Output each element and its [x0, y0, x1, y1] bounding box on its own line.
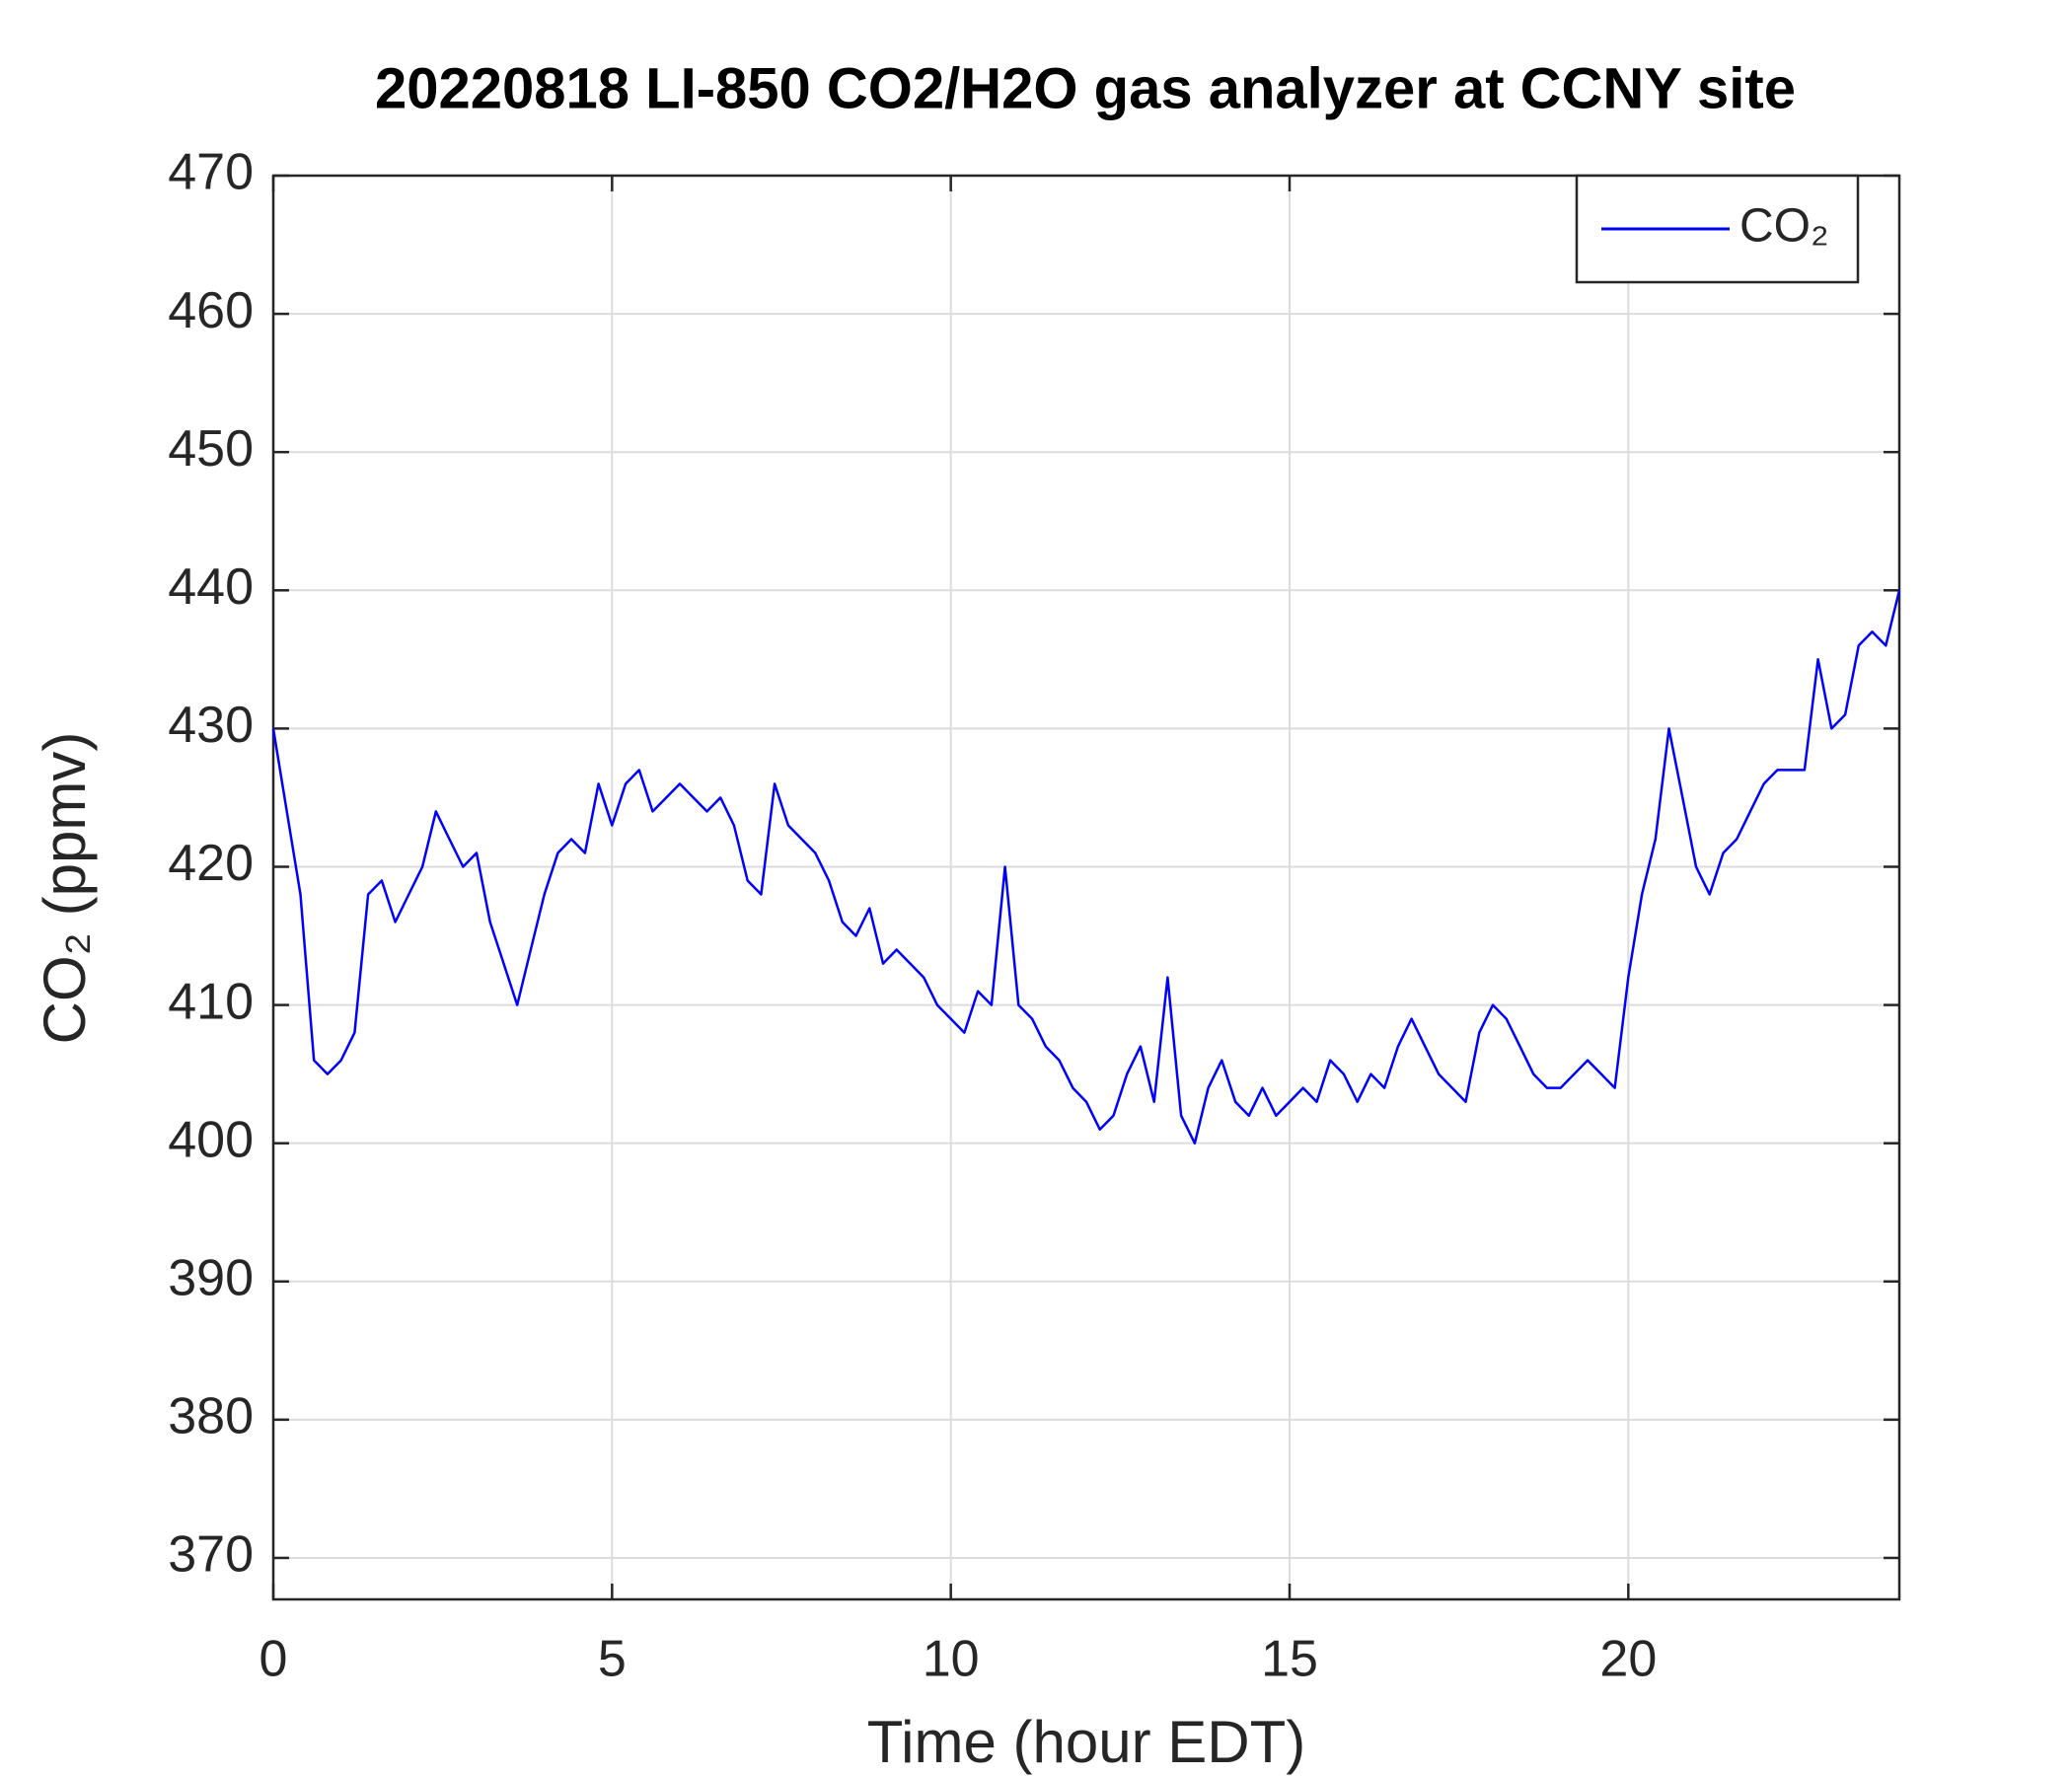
x-tick-label: 10: [923, 1631, 980, 1688]
y-tick-label: 390: [168, 1250, 254, 1307]
legend-label: CO₂: [1739, 200, 1829, 253]
y-tick-label: 370: [168, 1526, 254, 1584]
x-tick-label: 15: [1261, 1631, 1318, 1688]
y-axis-label: CO₂ (ppmv): [32, 732, 98, 1045]
y-tick-label: 460: [168, 282, 254, 339]
data-line: [271, 590, 1901, 1145]
y-tick-label: 380: [168, 1388, 254, 1445]
x-axis-label: Time (hour EDT): [867, 1709, 1306, 1775]
y-tick-label: 430: [168, 697, 254, 754]
y-tick-label: 470: [168, 144, 254, 201]
x-tick-label: 5: [598, 1631, 627, 1688]
y-tick-label: 420: [168, 835, 254, 892]
plot-frame: [271, 174, 1901, 1601]
chart-title: 20220818 LI-850 CO2/H2O gas analyzer at …: [375, 56, 1796, 120]
x-tick-label: 0: [259, 1631, 288, 1688]
y-tick-label: 410: [168, 973, 254, 1030]
x-tick-label: 20: [1599, 1631, 1657, 1688]
y-tick-label: 440: [168, 558, 254, 616]
y-tick-label: 400: [168, 1111, 254, 1168]
y-tick-label: 450: [168, 420, 254, 478]
